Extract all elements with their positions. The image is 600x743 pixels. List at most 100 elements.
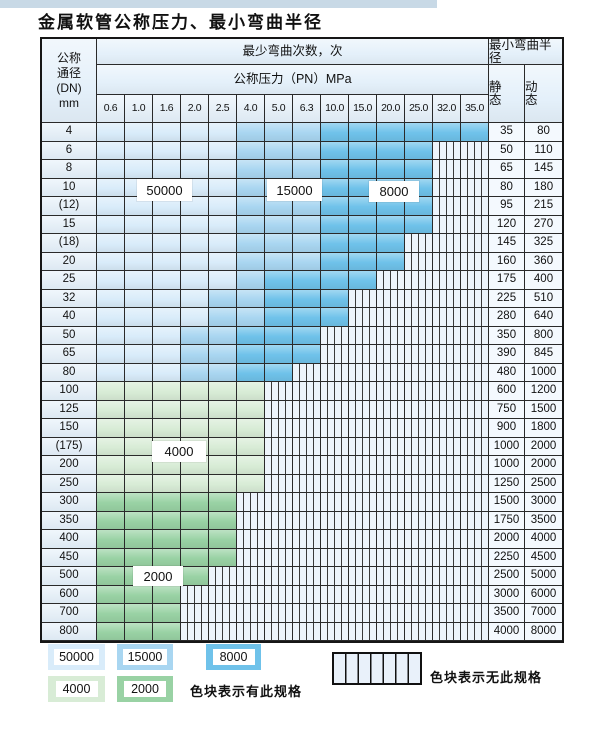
no-spec-cell xyxy=(321,604,349,623)
cycle-cell-50000 xyxy=(153,345,181,364)
no-spec-cell xyxy=(433,160,461,179)
no-spec-cell xyxy=(433,197,461,216)
dn-value: 8 xyxy=(42,160,97,179)
no-spec-cell xyxy=(405,585,433,604)
dn-value: (12) xyxy=(42,197,97,216)
no-spec-cell xyxy=(265,382,293,401)
cycle-cell-15000 xyxy=(209,363,237,382)
cycle-cell-4000 xyxy=(153,400,181,419)
no-spec-cell xyxy=(405,548,433,567)
cycle-cell-50000 xyxy=(97,160,125,179)
cycle-cell-8000 xyxy=(321,197,349,216)
pressure-tick: 1.6 xyxy=(153,95,181,123)
static-radius-value: 2000 xyxy=(489,530,525,549)
cycle-cell-15000 xyxy=(181,326,209,345)
cycle-cell-50000 xyxy=(153,160,181,179)
static-radius-value: 225 xyxy=(489,289,525,308)
dn-value: 40 xyxy=(42,308,97,327)
cycle-cell-50000 xyxy=(125,271,153,290)
no-spec-cell xyxy=(377,567,405,586)
no-spec-cell xyxy=(321,493,349,512)
cycle-cell-8000 xyxy=(265,363,293,382)
cycle-cell-8000 xyxy=(321,308,349,327)
cycle-cell-4000 xyxy=(153,419,181,438)
cycle-cell-15000 xyxy=(237,271,265,290)
static-radius-value: 4000 xyxy=(489,622,525,641)
cycle-cell-15000 xyxy=(209,345,237,364)
no-spec-cell xyxy=(349,567,377,586)
no-spec-cell xyxy=(461,474,489,493)
dynamic-radius-value: 845 xyxy=(525,345,562,364)
legend-swatch-label: 4000 xyxy=(55,681,98,697)
cycle-cell-15000 xyxy=(293,197,321,216)
no-spec-cell xyxy=(377,363,405,382)
cycle-cell-8000 xyxy=(433,123,461,142)
no-spec-cell xyxy=(265,493,293,512)
dynamic-radius-value: 80 xyxy=(525,123,562,142)
cycle-cell-15000 xyxy=(237,160,265,179)
legend-swatch-label: 15000 xyxy=(122,649,168,665)
cycle-cell-50000 xyxy=(125,363,153,382)
dynamic-radius-value: 640 xyxy=(525,308,562,327)
no-spec-cell xyxy=(405,252,433,271)
no-spec-cell xyxy=(293,493,321,512)
no-spec-cell xyxy=(461,567,489,586)
no-spec-cell xyxy=(405,622,433,641)
cycle-cell-8000 xyxy=(237,326,265,345)
no-spec-cell xyxy=(321,400,349,419)
cycle-cell-50000 xyxy=(153,308,181,327)
pressure-tick: 10.0 xyxy=(321,95,349,123)
no-spec-cell xyxy=(405,326,433,345)
no-spec-cell xyxy=(377,530,405,549)
cycle-cell-50000 xyxy=(153,141,181,160)
cycle-cell-2000 xyxy=(97,622,125,641)
no-spec-cell xyxy=(349,419,377,438)
no-spec-cell xyxy=(265,530,293,549)
static-radius-value: 900 xyxy=(489,419,525,438)
no-spec-cell xyxy=(433,234,461,253)
no-spec-cell xyxy=(461,511,489,530)
cycle-cell-15000 xyxy=(293,252,321,271)
cycle-cell-50000 xyxy=(97,215,125,234)
no-spec-cell xyxy=(433,511,461,530)
cycle-cell-2000 xyxy=(209,548,237,567)
cycle-cell-50000 xyxy=(181,271,209,290)
no-spec-cell xyxy=(461,345,489,364)
no-spec-cell xyxy=(349,345,377,364)
no-spec-cell xyxy=(321,326,349,345)
no-spec-cell xyxy=(265,622,293,641)
legend-available-text: 色块表示有此规格 xyxy=(190,684,303,699)
cycle-cell-50000 xyxy=(153,215,181,234)
cycle-cell-15000 xyxy=(265,160,293,179)
no-spec-cell xyxy=(321,622,349,641)
no-spec-cell xyxy=(293,474,321,493)
no-spec-cell xyxy=(405,567,433,586)
no-spec-cell xyxy=(405,382,433,401)
no-spec-cell xyxy=(405,234,433,253)
cycle-cell-4000 xyxy=(237,474,265,493)
cycle-cell-4000 xyxy=(97,456,125,475)
cycle-cell-2000 xyxy=(153,585,181,604)
cycle-cell-50000 xyxy=(181,197,209,216)
no-spec-cell xyxy=(377,585,405,604)
no-spec-cell xyxy=(321,363,349,382)
no-spec-cell xyxy=(265,511,293,530)
dynamic-radius-value: 4000 xyxy=(525,530,562,549)
no-spec-cell xyxy=(405,511,433,530)
static-radius-value: 750 xyxy=(489,400,525,419)
no-spec-cell xyxy=(461,548,489,567)
dynamic-radius-value: 2000 xyxy=(525,456,562,475)
cycle-cell-2000 xyxy=(125,493,153,512)
dynamic-radius-value: 3000 xyxy=(525,493,562,512)
no-spec-cell xyxy=(433,271,461,290)
dynamic-radius-value: 3500 xyxy=(525,511,562,530)
no-spec-cell xyxy=(321,548,349,567)
no-spec-cell xyxy=(349,511,377,530)
cycle-cell-8000 xyxy=(349,123,377,142)
no-spec-cell xyxy=(265,419,293,438)
dn-value: 125 xyxy=(42,400,97,419)
dynamic-radius-value: 400 xyxy=(525,271,562,290)
dn-value: 6 xyxy=(42,141,97,160)
cycle-cell-4000 xyxy=(237,419,265,438)
no-spec-cell xyxy=(181,604,209,623)
